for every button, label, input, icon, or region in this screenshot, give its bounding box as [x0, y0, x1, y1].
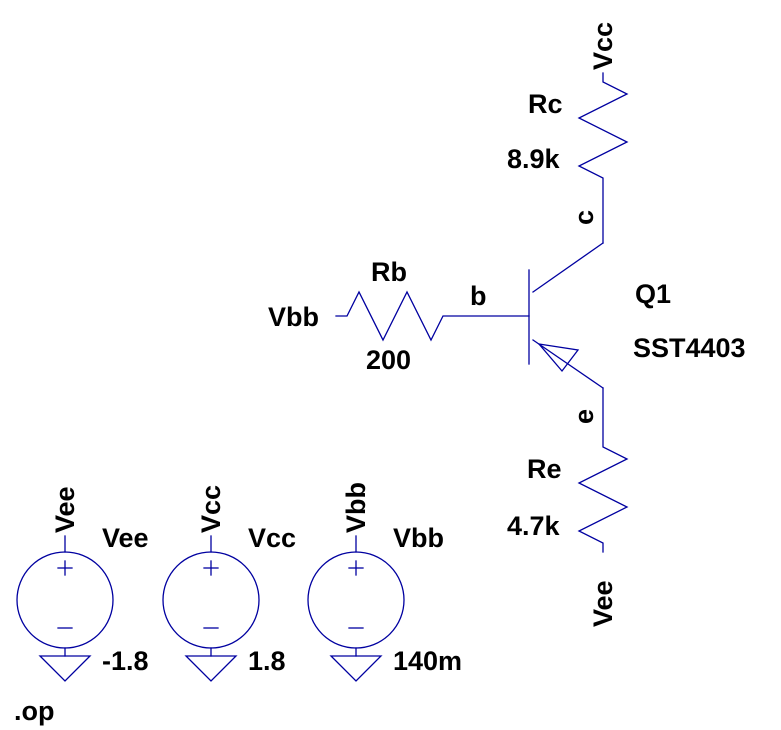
vcc-source-name: Vcc: [248, 523, 296, 553]
ground-icon: [38, 655, 92, 682]
base-net-label: b: [470, 281, 487, 311]
rc-value-label: 8.9k: [507, 144, 561, 174]
vcc-net-label-top: Vcc: [588, 22, 618, 70]
vee-source-name: Vee: [102, 523, 149, 553]
vbb-source-value: 140m: [393, 646, 462, 676]
resistor-re[interactable]: [577, 387, 629, 553]
vee-net-label-re: Vee: [588, 580, 618, 627]
vcc-source-value: 1.8: [248, 646, 286, 676]
voltage-source-vbb[interactable]: [307, 535, 405, 682]
collector-net-label: c: [569, 210, 599, 225]
rb-value-label: 200: [366, 345, 411, 375]
resistor-rb[interactable]: [335, 290, 530, 342]
vcc-source-net-label: Vcc: [196, 485, 226, 533]
spice-directive-op[interactable]: .op: [14, 696, 55, 726]
transistor-q1[interactable]: [528, 242, 604, 389]
vee-source-value: -1.8: [102, 646, 149, 676]
vee-source-net-label: Vee: [50, 486, 80, 533]
q1-model-label: SST4403: [633, 333, 746, 363]
vbb-source-net-label: Vbb: [341, 482, 371, 533]
rc-name-label: Rc: [528, 89, 563, 119]
rb-name-label: Rb: [371, 257, 407, 287]
emitter-arrow-icon: [537, 343, 580, 373]
voltage-source-vcc[interactable]: [162, 535, 260, 682]
resistor-rc[interactable]: [577, 72, 629, 244]
voltage-source-vee[interactable]: [16, 535, 114, 682]
q1-name-label: Q1: [635, 279, 671, 309]
ground-icon: [329, 655, 383, 682]
ground-icon: [184, 655, 238, 682]
emitter-net-label: e: [569, 409, 599, 424]
vbb-net-label-rb: Vbb: [268, 302, 319, 332]
re-name-label: Re: [527, 454, 562, 484]
re-value-label: 4.7k: [507, 511, 561, 541]
vbb-source-name: Vbb: [393, 523, 444, 553]
